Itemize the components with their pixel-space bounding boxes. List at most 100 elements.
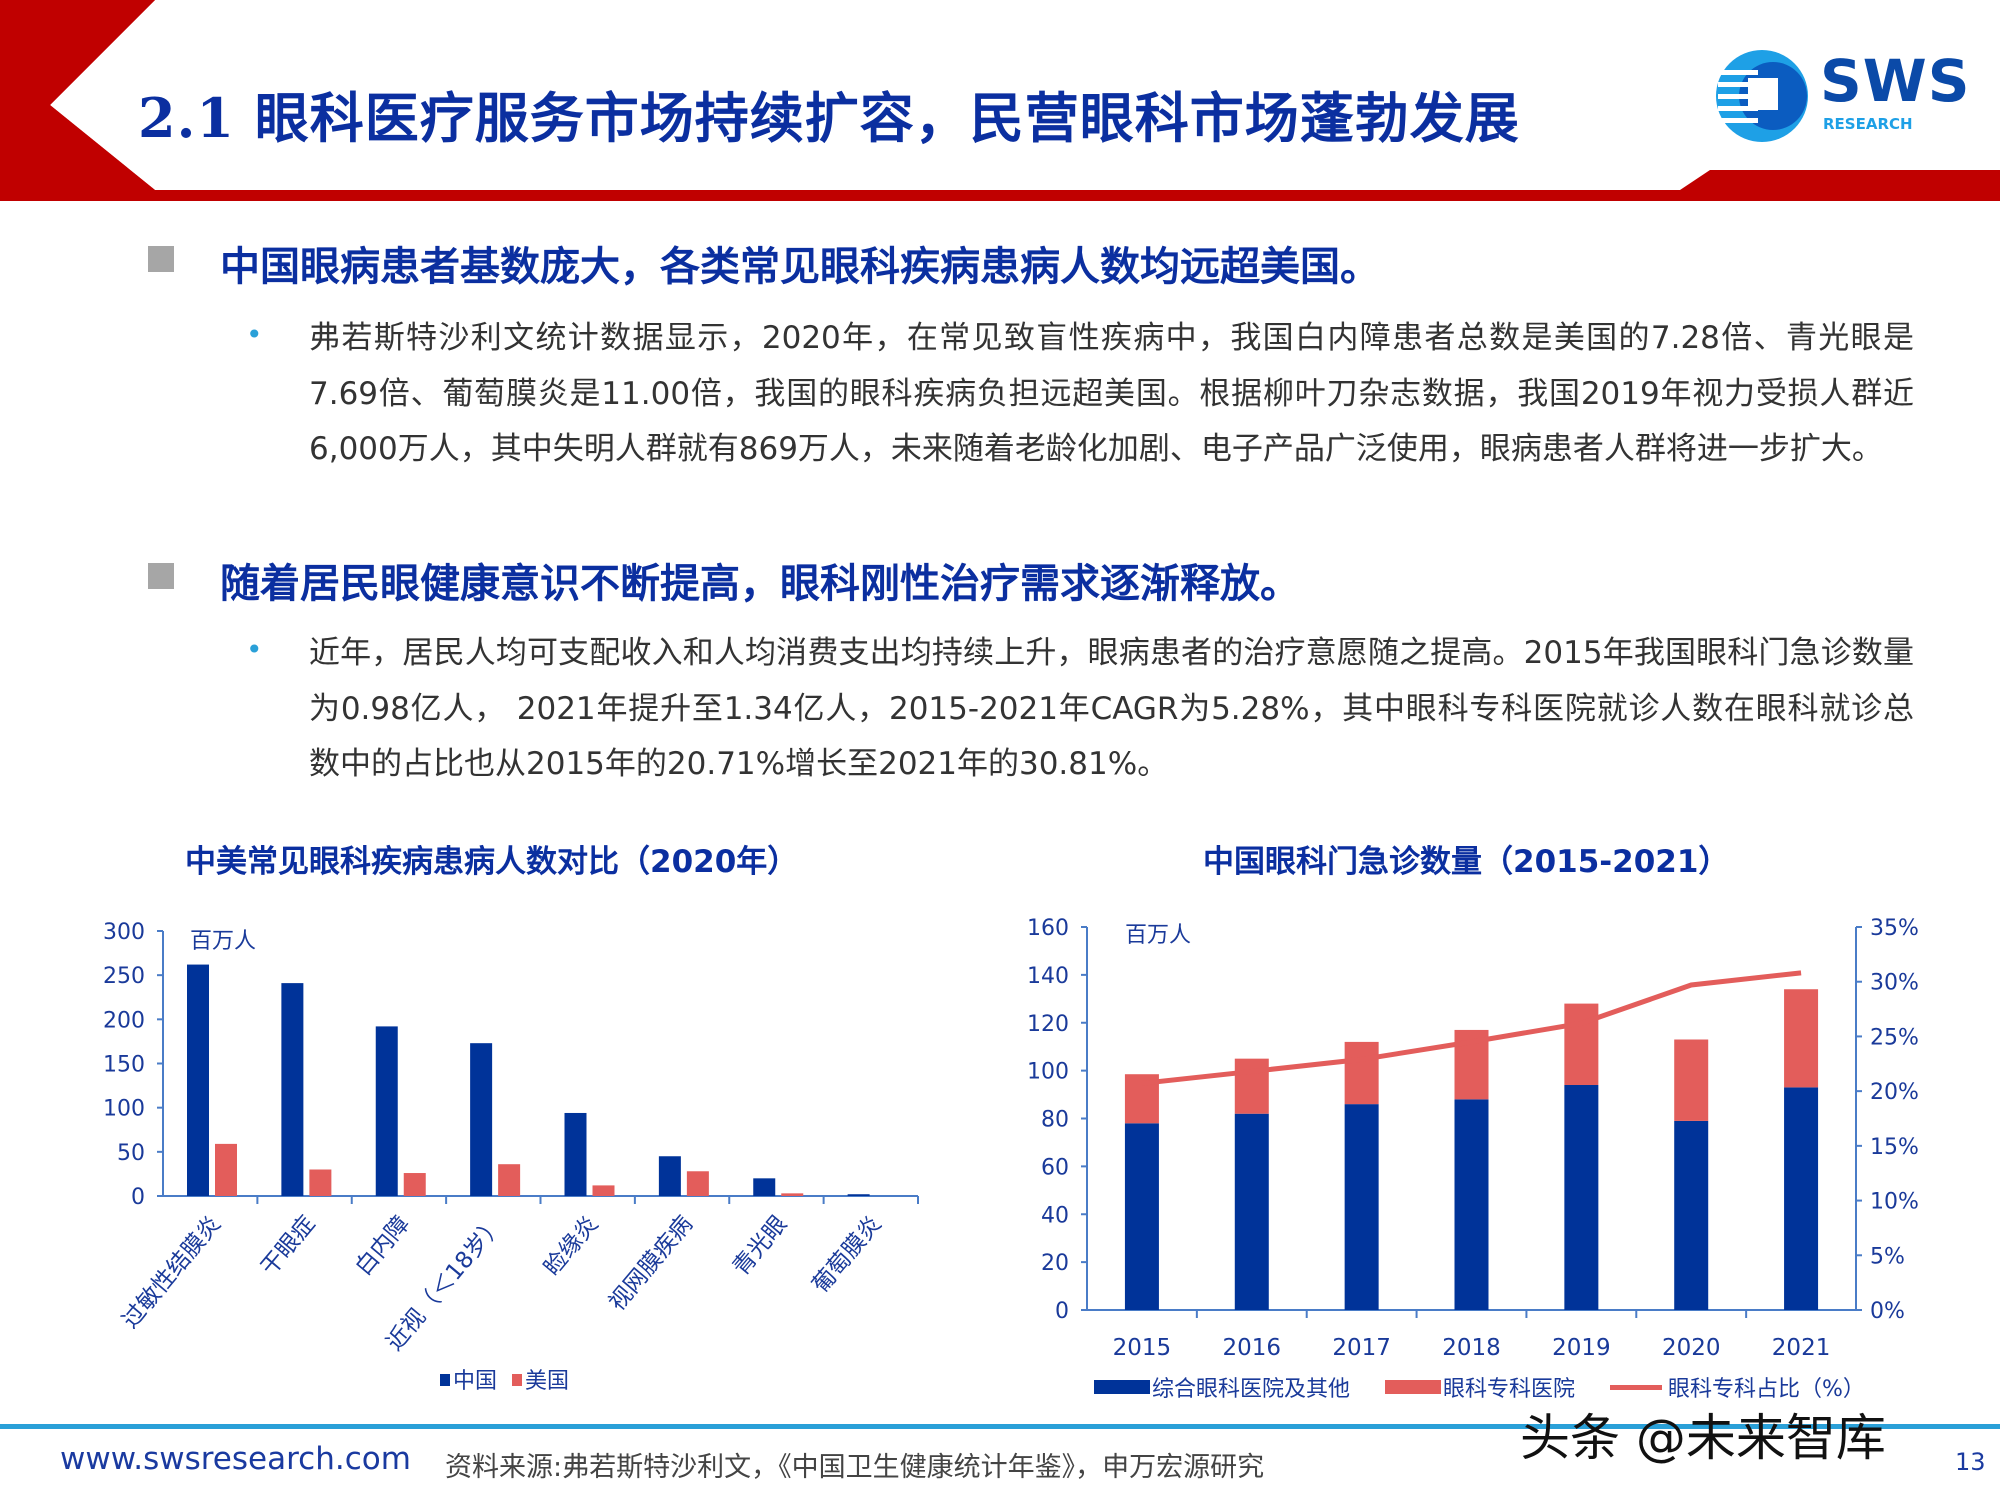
legend-swatch — [1385, 1380, 1441, 1394]
bar-general-hospital — [1344, 1104, 1379, 1310]
x-tick-label: 青光眼 — [728, 1211, 792, 1281]
bar-specialty-hospital — [1784, 989, 1819, 1088]
legend-label: 眼科专科医院 — [1443, 1377, 1575, 1402]
section-bullet-square — [148, 563, 174, 589]
x-tick-label: 视网膜疾病 — [604, 1211, 698, 1316]
y2-tick-label: 20% — [1870, 1080, 1919, 1105]
x-tick-label: 过敏性结膜炎 — [117, 1211, 226, 1333]
bar-general-hospital — [1784, 1087, 1819, 1310]
section-heading-1: 中国眼病患者基数庞大，各类常见眼科疾病患病人数均远超美国。 — [220, 244, 1380, 290]
watermark: 头条 @未来智库 — [1520, 1409, 1886, 1467]
y2-tick-label: 30% — [1870, 971, 1919, 996]
y-tick-label: 140 — [1027, 964, 1069, 989]
legend-line-swatch — [1610, 1385, 1662, 1390]
footer-source: 资料来源:弗若斯特沙利文，《中国卫生健康统计年鉴》，申万宏源研究 — [445, 1452, 1265, 1483]
bar-specialty-hospital — [1674, 1039, 1709, 1121]
y-tick-label: 50 — [117, 1141, 145, 1166]
y-tick-label: 250 — [103, 964, 145, 989]
bar-china — [281, 983, 304, 1196]
page-title: 2.1 眼科医疗服务市场持续扩容，民营眼科市场蓬勃发展 — [138, 86, 1520, 150]
bar-china — [187, 964, 209, 1196]
y-unit-label: 百万人 — [190, 929, 256, 954]
y2-tick-label: 5% — [1870, 1244, 1905, 1269]
bar-specialty-hospital — [1234, 1058, 1269, 1114]
bar-general-hospital — [1124, 1123, 1159, 1310]
chart2-title: 中国眼科门急诊数量（2015-2021） — [1203, 844, 1730, 880]
page-number: 13 — [1955, 1448, 1986, 1476]
bar-usa — [592, 1185, 615, 1196]
bar-usa — [215, 1143, 237, 1196]
y-tick-label: 0 — [131, 1185, 145, 1210]
y2-tick-label: 15% — [1870, 1135, 1919, 1160]
bar-general-hospital — [1564, 1084, 1599, 1310]
x-tick-label: 葡萄膜炎 — [808, 1211, 887, 1298]
bar-usa — [403, 1173, 426, 1196]
chart1-title: 中美常见眼科疾病患病人数对比（2020年） — [185, 844, 799, 880]
bar-usa — [498, 1164, 521, 1196]
y-tick-label: 160 — [1027, 916, 1069, 941]
y-tick-label: 100 — [1027, 1060, 1069, 1085]
sws-logo: SWS RESEARCH — [1715, 48, 1970, 148]
logo-subtext: RESEARCH — [1823, 115, 1913, 133]
bar-specialty-hospital — [1344, 1041, 1379, 1105]
bar-general-hospital — [1454, 1099, 1489, 1310]
y2-tick-label: 0% — [1870, 1299, 1905, 1324]
x-tick-label: 睑缘炎 — [539, 1211, 603, 1281]
y-unit-label: 百万人 — [1125, 923, 1191, 948]
y2-tick-label: 25% — [1870, 1025, 1919, 1050]
legend-label: 美国 — [525, 1369, 569, 1394]
header-red-band — [0, 0, 2000, 201]
y-tick-label: 40 — [1041, 1203, 1069, 1228]
bar-usa — [781, 1193, 804, 1196]
section-bullet-square — [148, 246, 174, 272]
legend-label: 综合眼科医院及其他 — [1152, 1377, 1350, 1402]
x-tick-label: 2020 — [1662, 1335, 1721, 1361]
legend-label: 中国 — [453, 1369, 497, 1394]
y-tick-label: 60 — [1041, 1155, 1069, 1180]
bar-usa — [686, 1171, 709, 1196]
x-tick-label: 白内障 — [351, 1211, 415, 1281]
chart-outpatient-visits: 0 20 40 60 80 100 120 140 160 0% 5% 10% 15% 20% 25% 30%… — [1027, 916, 1919, 1402]
y-tick-label: 100 — [103, 1097, 145, 1122]
bar-usa — [309, 1169, 332, 1196]
section-paragraph-1: 弗若斯特沙利文统计数据显示，2020年，在常见致盲性疾病中，我国白内障患者总数是… — [309, 320, 1914, 467]
y-tick-label: 120 — [1027, 1012, 1069, 1037]
y-tick-label: 300 — [103, 920, 145, 945]
x-tick-label: 2015 — [1113, 1335, 1172, 1361]
x-tick-label: 2019 — [1552, 1335, 1611, 1361]
section-heading-2: 随着居民眼健康意识不断提高，眼科刚性治疗需求逐渐释放。 — [220, 561, 1300, 607]
x-tick-label: 2016 — [1223, 1335, 1282, 1361]
legend-swatch — [1094, 1380, 1150, 1394]
legend-swatch — [512, 1374, 522, 1386]
bar-china — [564, 1112, 587, 1196]
section-paragraph-2: 近年，居民人均可支配收入和人均消费支出均持续上升，眼病患者的治疗意愿随之提高。2… — [309, 635, 1914, 782]
y-tick-label: 0 — [1055, 1299, 1069, 1324]
footer-website-link[interactable]: www.swsresearch.com — [60, 1441, 411, 1477]
y-tick-label: 200 — [103, 1008, 145, 1033]
y2-tick-label: 35% — [1870, 916, 1919, 941]
x-tick-label: 干眼症 — [256, 1211, 320, 1281]
bar-general-hospital — [1674, 1120, 1709, 1310]
y-tick-label: 20 — [1041, 1251, 1069, 1276]
y-tick-label: 150 — [103, 1053, 145, 1078]
bar-china — [753, 1178, 776, 1196]
x-tick-label: 2017 — [1332, 1335, 1391, 1361]
bar-china — [375, 1026, 398, 1196]
footer-divider — [0, 1424, 2000, 1429]
bar-china — [847, 1194, 870, 1196]
bar-specialty-hospital — [1564, 1003, 1599, 1085]
header-chevron — [0, 0, 155, 201]
sws-logo-icon — [1716, 50, 1808, 142]
legend-label: 眼科专科占比（%） — [1668, 1377, 1865, 1402]
y2-tick-label: 10% — [1870, 1190, 1919, 1215]
header-banner — [0, 0, 2000, 201]
bullet-dot: • — [246, 633, 263, 666]
bar-general-hospital — [1234, 1113, 1269, 1310]
y-tick-label: 80 — [1041, 1108, 1069, 1133]
x-tick-label: 2018 — [1442, 1335, 1501, 1361]
bar-china — [470, 1043, 493, 1196]
x-tick-label: 2021 — [1772, 1335, 1831, 1361]
line-specialty-share — [1141, 970, 1802, 1086]
bullet-dot: • — [246, 318, 263, 351]
